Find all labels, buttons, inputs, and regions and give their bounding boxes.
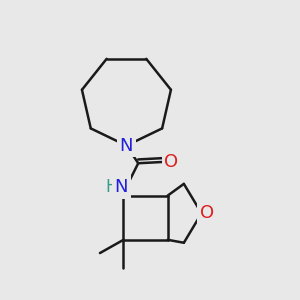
Text: H: H [105,178,117,196]
Text: N: N [114,178,128,196]
Text: N: N [120,136,133,154]
Text: O: O [164,153,178,171]
Text: O: O [200,204,214,222]
